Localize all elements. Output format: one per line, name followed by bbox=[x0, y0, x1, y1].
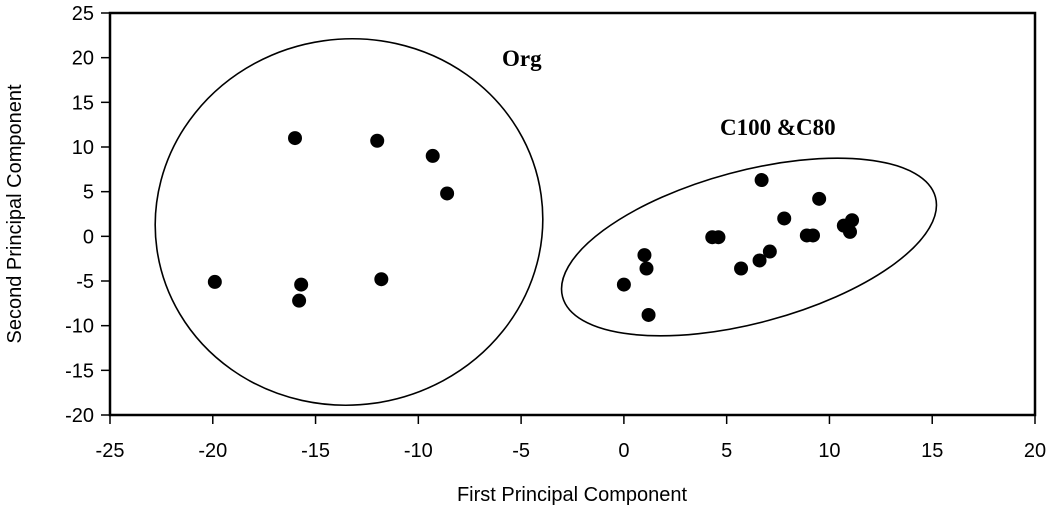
data-point-c100-c80 bbox=[843, 224, 857, 239]
group-label-c100-c80: C100 &C80 bbox=[720, 115, 836, 140]
y-axis-title: Second Principal Component bbox=[4, 84, 26, 343]
group-labels: Org C100 &C80 bbox=[502, 46, 836, 140]
data-point-org bbox=[440, 186, 455, 201]
data-point-org bbox=[370, 133, 385, 148]
x-tick-label: -25 bbox=[96, 440, 125, 462]
x-tick-label: -10 bbox=[404, 440, 433, 462]
x-axis-title: First Principal Component bbox=[457, 484, 688, 506]
data-point-c100-c80 bbox=[639, 261, 654, 276]
data-point-org bbox=[425, 148, 440, 163]
data-point-c100-c80 bbox=[762, 244, 777, 259]
y-tick-label: -5 bbox=[76, 271, 94, 293]
x-tick-label: 0 bbox=[618, 440, 629, 462]
data-point-c100-c80 bbox=[812, 191, 827, 206]
x-tick-label: 20 bbox=[1024, 440, 1046, 462]
cluster-ellipse-c100-c80 bbox=[560, 157, 938, 337]
data-point-c100-c80 bbox=[637, 248, 652, 263]
data-point-c100-c80 bbox=[806, 228, 820, 243]
y-tick-label: 20 bbox=[72, 48, 94, 70]
x-tick-label: 5 bbox=[721, 440, 732, 462]
data-point-org bbox=[292, 293, 307, 308]
y-tick-label: 10 bbox=[72, 137, 94, 159]
data-point-org bbox=[294, 277, 309, 292]
data-point-c100-c80 bbox=[752, 253, 767, 268]
y-tick-label: 0 bbox=[83, 226, 94, 248]
y-tick-label: 25 bbox=[72, 3, 94, 25]
x-tick-label: 10 bbox=[818, 440, 840, 462]
data-point-c100-c80 bbox=[754, 173, 769, 188]
data-point-c100-c80 bbox=[616, 277, 631, 292]
data-point-c100-c80 bbox=[777, 211, 792, 226]
data-point-c100-c80 bbox=[845, 213, 860, 228]
y-tick-label: -15 bbox=[65, 360, 94, 382]
y-tick-label: 5 bbox=[83, 182, 94, 204]
data-point-org bbox=[207, 274, 222, 289]
plot-frame bbox=[108, 11, 1037, 417]
data-point-org bbox=[288, 131, 302, 146]
group-label-org: Org bbox=[502, 46, 542, 71]
cluster-ellipse-org bbox=[154, 37, 544, 407]
axes: -25 -20 -15 -10 -5 0 5 10 15 20-20-15-10-50510152… bbox=[65, 3, 1046, 462]
data-point-c100-c80 bbox=[734, 261, 749, 276]
data-point-org bbox=[374, 272, 389, 287]
x-tick-label: -5 bbox=[512, 440, 530, 462]
x-tick-label: -20 bbox=[198, 440, 227, 462]
x-tick-label: -15 bbox=[301, 440, 330, 462]
data-point-c100-c80 bbox=[711, 230, 726, 245]
y-tick-label: -10 bbox=[65, 316, 94, 338]
data-points bbox=[207, 131, 860, 322]
x-tick-label: 15 bbox=[921, 440, 943, 462]
y-tick-label: 15 bbox=[72, 92, 94, 114]
y-tick-label: -20 bbox=[65, 405, 94, 427]
data-point-c100-c80 bbox=[641, 307, 656, 322]
group-ellipses bbox=[154, 37, 938, 407]
